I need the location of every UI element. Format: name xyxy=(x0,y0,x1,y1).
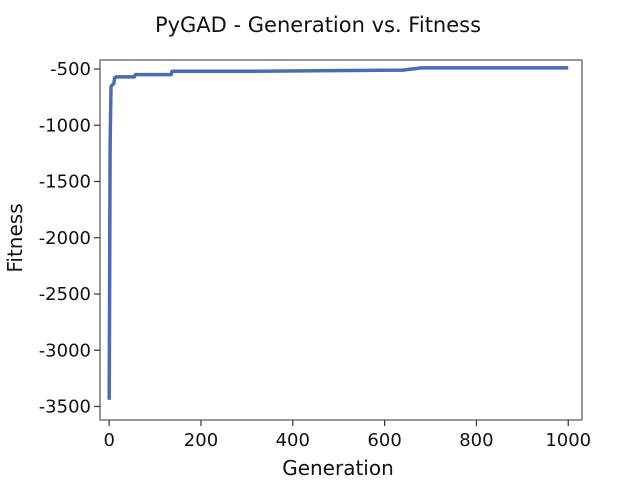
x-tick-label: 1000 xyxy=(545,430,591,451)
y-tick-label: -2500 xyxy=(39,284,91,305)
y-tick-label: -1000 xyxy=(39,115,91,136)
x-tick-label: 600 xyxy=(367,430,401,451)
y-tick-label: -2000 xyxy=(39,228,91,249)
y-axis-label: Fitness xyxy=(3,203,27,272)
x-tick-label: 800 xyxy=(459,430,493,451)
y-tick-label: -3000 xyxy=(39,340,91,361)
y-axis: -500 -1000 -1500 -2000 -2500 -3000 -3500 xyxy=(39,59,100,418)
x-axis: 0 200 400 600 800 1000 xyxy=(103,420,591,451)
fitness-line xyxy=(107,66,569,400)
y-tick-label: -1500 xyxy=(39,172,91,193)
x-axis-label: Generation xyxy=(282,456,394,480)
x-tick-label: 400 xyxy=(276,430,310,451)
chart-title: PyGAD - Generation vs. Fitness xyxy=(155,13,481,37)
x-tick-label: 0 xyxy=(103,430,114,451)
y-tick-label: -500 xyxy=(50,59,91,80)
plot-frame xyxy=(99,59,583,421)
y-tick-label: -3500 xyxy=(39,397,91,418)
x-tick-label: 200 xyxy=(184,430,218,451)
